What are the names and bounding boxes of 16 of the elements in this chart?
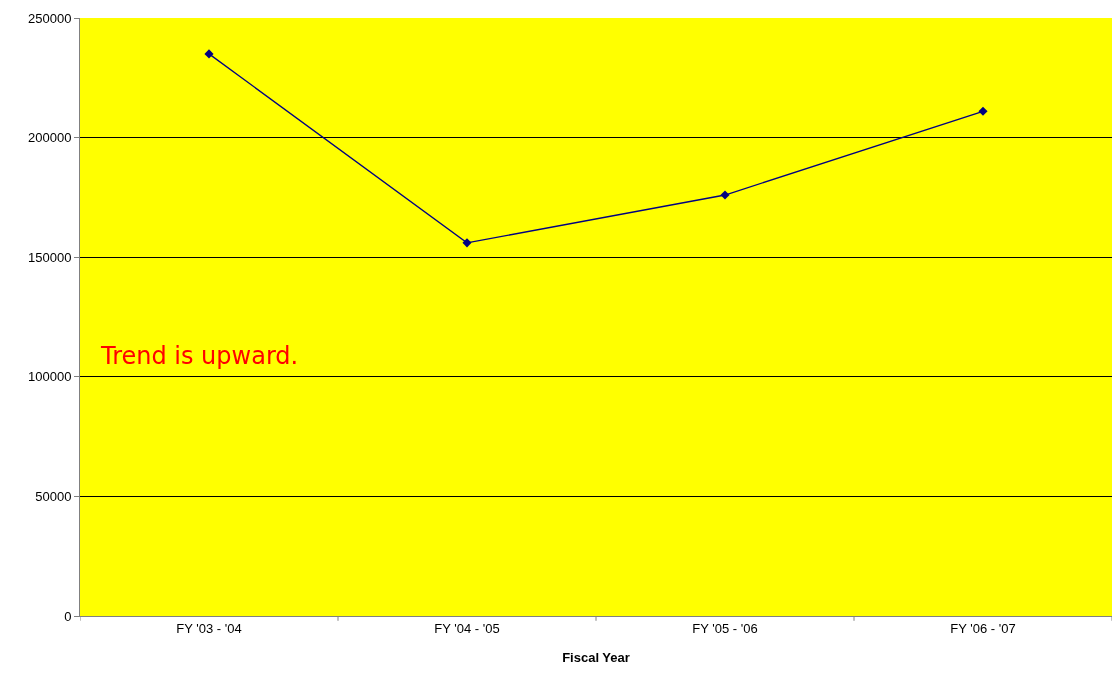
point — [978, 106, 988, 116]
y-tick-label: 100000 — [28, 369, 72, 385]
y-tick-label: 50000 — [35, 488, 72, 504]
point — [720, 190, 730, 200]
y-tick-label: 250000 — [28, 10, 72, 26]
y-tick-label: 150000 — [28, 249, 72, 265]
x-tick-label: FY '04 - '05 — [434, 620, 500, 636]
x-tick-label: FY '05 - '06 — [692, 620, 758, 636]
point — [204, 49, 214, 59]
x-axis-title: Fiscal Year — [562, 650, 630, 666]
annotation: Trend is upward. — [100, 342, 299, 370]
x-tick-label: FY '03 - '04 — [176, 620, 242, 636]
y-tick-label: 200000 — [28, 130, 72, 146]
point — [462, 238, 472, 248]
y-tick-label: 0 — [64, 608, 72, 624]
x-tick-label: FY '06 - '07 — [950, 620, 1016, 636]
